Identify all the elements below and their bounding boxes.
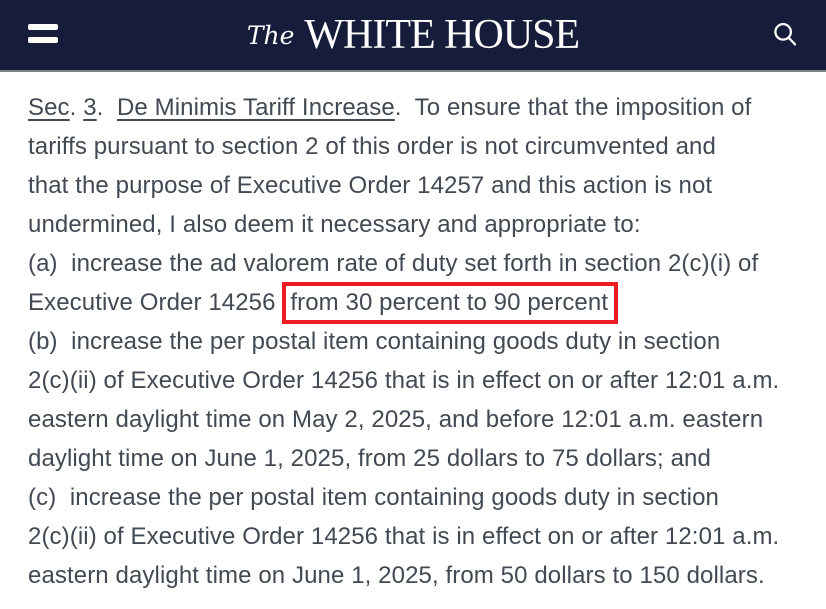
section-title: De Minimis Tariff Increase [116, 94, 395, 121]
logo-the-text: The [246, 21, 295, 50]
highlight-box: from 30 percent to 90 percent [282, 282, 619, 324]
item-b-line: daylight time on June 1, 2025, from 25 d… [28, 445, 711, 472]
menu-button[interactable] [28, 24, 58, 46]
item-c-line: eastern daylight time on June 1, 2025, f… [28, 562, 765, 589]
hamburger-icon [28, 37, 58, 43]
logo-main-text: WHITE HOUSE [304, 12, 580, 58]
text-line: undermined, I also deem it necessary and… [28, 211, 641, 238]
site-header: The WHITE HOUSE [0, 0, 826, 72]
highlighted-text: from 30 percent to 90 percent [290, 289, 609, 316]
item-c-line: 2(c)(ii) of Executive Order 14256 that i… [28, 523, 780, 550]
text-line: tariffs pursuant to section 2 of this or… [28, 133, 716, 160]
section-label: Sec [28, 94, 70, 121]
search-button[interactable] [768, 19, 802, 53]
text-segment: . To ensure that the imposition of [394, 94, 752, 121]
text-segment: Executive Order 14256 [28, 289, 283, 316]
document-body: Sec. 3. De Minimis Tariff Increase. To e… [0, 72, 826, 595]
hamburger-icon [28, 24, 58, 30]
section-heading-line: Sec. 3. De Minimis Tariff Increase. To e… [28, 88, 798, 127]
search-icon [774, 22, 797, 45]
whitehouse-logo[interactable]: The WHITE HOUSE [0, 0, 826, 72]
item-b-line: (b) increase the per postal item contain… [28, 328, 721, 355]
item-a-line: Executive Order 14256 from 30 percent to… [28, 282, 798, 324]
item-b-line: 2(c)(ii) of Executive Order 14256 that i… [28, 367, 780, 394]
item-b-line: eastern daylight time on May 2, 2025, an… [28, 406, 764, 433]
separator: . [69, 94, 84, 121]
item-a-line: (a) increase the ad valorem rate of duty… [28, 250, 759, 277]
section-number: 3 [83, 94, 97, 121]
item-c-line: (c) increase the per postal item contain… [28, 484, 719, 511]
text-line: that the purpose of Executive Order 1425… [28, 172, 713, 199]
separator: . [96, 94, 117, 121]
